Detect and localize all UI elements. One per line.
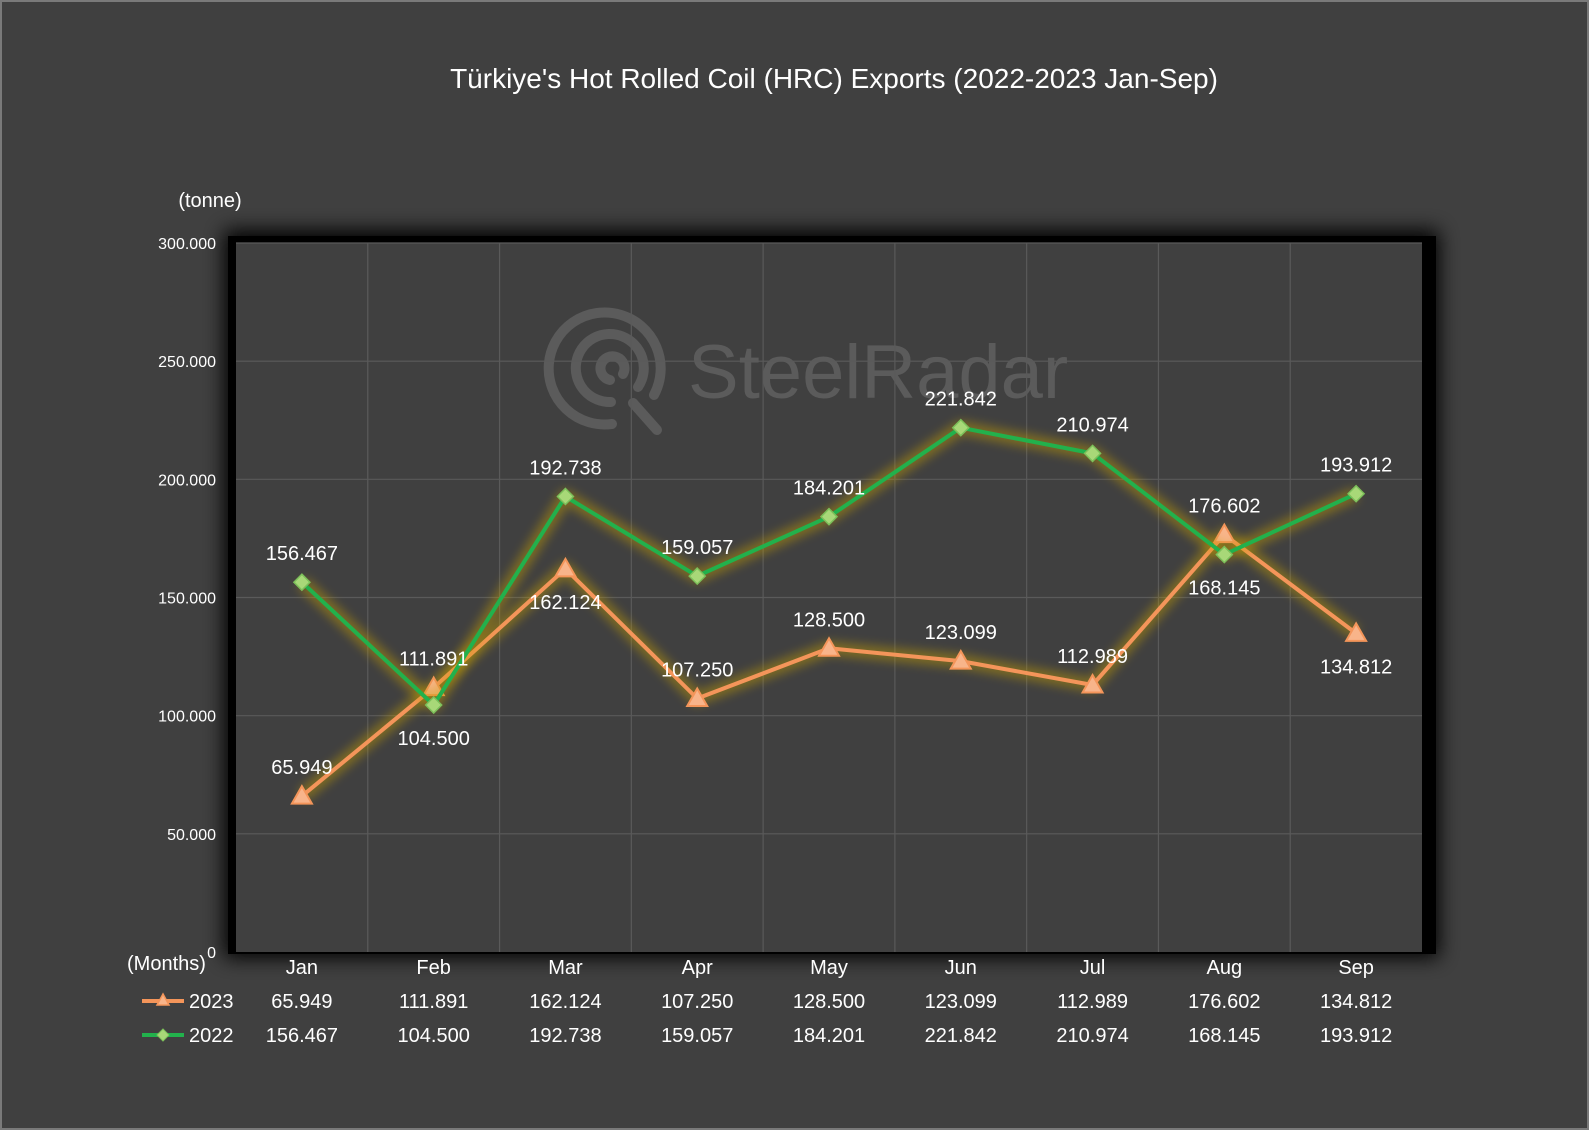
series-2023-marker <box>949 649 973 670</box>
x-axis-label: (Months) <box>127 953 206 975</box>
watermark-text: SteelRadar <box>688 330 1068 415</box>
y-tick-label: 150.000 <box>158 591 216 608</box>
table-cell: 156.467 <box>266 1025 338 1047</box>
series-2022-data-label: 221.842 <box>925 389 997 411</box>
table-cell: 123.099 <box>925 991 997 1013</box>
table-cell: 168.145 <box>1188 1025 1260 1047</box>
x-tick-label: Jan <box>286 957 318 979</box>
series-2022-data-label: 156.467 <box>266 543 338 565</box>
series-2023-data-label: 65.949 <box>271 757 332 779</box>
x-tick-label: Feb <box>416 957 450 979</box>
table-cell: 107.250 <box>661 991 733 1013</box>
chart-title: Türkiye's Hot Rolled Coil (HRC) Exports … <box>450 63 1218 94</box>
series-2022-data-label: 192.738 <box>529 457 601 479</box>
table-cell: 112.989 <box>1057 991 1128 1013</box>
series-2022-data-label: 168.145 <box>1188 578 1260 600</box>
data-table: 2023 65.949 111.891 162.124 107.250 128.500 12… <box>142 991 1392 1047</box>
table-cell: 111.891 <box>399 991 468 1013</box>
series-2023-data-label: 176.602 <box>1188 496 1260 518</box>
x-tick-label: Jul <box>1080 957 1106 979</box>
table-cell: 65.949 <box>271 991 332 1013</box>
series-2023-marker <box>1212 522 1237 544</box>
series-2022-marker <box>1215 545 1234 564</box>
gridlines <box>236 242 1422 952</box>
legend-2023-swatch-marker <box>155 992 171 1006</box>
series-2022-marker <box>556 487 575 506</box>
series-2022-data-label: 159.057 <box>661 537 733 559</box>
table-cell: 104.500 <box>398 1025 470 1047</box>
legend-2022-name: 2022 <box>189 1025 234 1047</box>
y-axis: 0 50.000 100.000 150.000 200.000 250.000 300.0… <box>158 236 216 962</box>
x-tick-label: Sep <box>1338 957 1374 979</box>
y-tick-label: 100.000 <box>158 709 216 726</box>
series-2022-marker <box>819 507 839 526</box>
table-cell: 210.974 <box>1056 1025 1128 1047</box>
table-cell: 176.602 <box>1188 991 1260 1013</box>
series-2023-marker <box>553 556 578 578</box>
table-cell: 192.738 <box>529 1025 601 1047</box>
series-2022-marker <box>1347 484 1366 503</box>
series-2022-marker <box>1083 444 1102 463</box>
series-2022-data-label: 210.974 <box>1056 414 1128 436</box>
data-labels: 65.949 111.891 162.124 107.250 128.500 123.09… <box>266 389 1393 779</box>
series-2023-marker <box>685 686 709 708</box>
series-2022-data-label: 184.201 <box>793 478 865 500</box>
x-tick-label: Jun <box>945 957 977 979</box>
series-2022-marker <box>424 695 443 715</box>
series-2022-data-label: 193.912 <box>1320 455 1392 477</box>
x-tick-label: Aug <box>1207 957 1243 979</box>
y-tick-label: 0 <box>207 945 216 962</box>
series-2023-data-label: 134.812 <box>1320 656 1392 678</box>
legend-2022-swatch-marker <box>156 1028 170 1042</box>
x-tick-label: May <box>810 957 848 979</box>
series-2022-marker <box>688 567 707 586</box>
series-layer <box>290 418 1368 805</box>
y-tick-label: 300.000 <box>158 236 216 253</box>
series-2023-marker <box>817 636 841 657</box>
series-2023-data-label: 123.099 <box>925 622 997 644</box>
series-2023-marker <box>1080 672 1105 694</box>
legend-2023-name: 2023 <box>189 991 234 1013</box>
table-cell: 128.500 <box>793 991 865 1013</box>
series-2023-data-label: 162.124 <box>529 592 601 614</box>
series-2023-marker <box>290 784 314 805</box>
series-2023-marker <box>1344 621 1368 642</box>
y-tick-label: 250.000 <box>158 354 216 371</box>
series-2022-marker <box>292 573 311 592</box>
y-tick-label: 50.000 <box>167 827 216 844</box>
x-tick-label: Mar <box>548 957 583 979</box>
table-cell: 193.912 <box>1320 1025 1392 1047</box>
table-cell: 134.812 <box>1320 991 1392 1013</box>
table-cell: 162.124 <box>529 991 601 1013</box>
table-cell: 221.842 <box>925 1025 997 1047</box>
series-2022-data-label: 104.500 <box>398 728 470 750</box>
x-axis: Jan Feb Mar Apr May Jun Jul Aug Sep <box>286 957 1374 979</box>
y-tick-label: 200.000 <box>158 472 216 489</box>
series-2023-data-label: 112.989 <box>1057 646 1128 668</box>
x-tick-label: Apr <box>682 957 713 979</box>
series-2023-data-label: 128.500 <box>793 609 865 631</box>
y-axis-unit-label: (tonne) <box>178 190 241 212</box>
series-2023-data-label: 111.891 <box>399 649 468 671</box>
table-cell: 184.201 <box>793 1025 865 1047</box>
series-2023-data-label: 107.250 <box>661 660 733 682</box>
series-2022-marker <box>951 418 970 437</box>
watermark-logo: SteelRadar <box>543 307 1068 435</box>
table-cell: 159.057 <box>661 1025 733 1047</box>
